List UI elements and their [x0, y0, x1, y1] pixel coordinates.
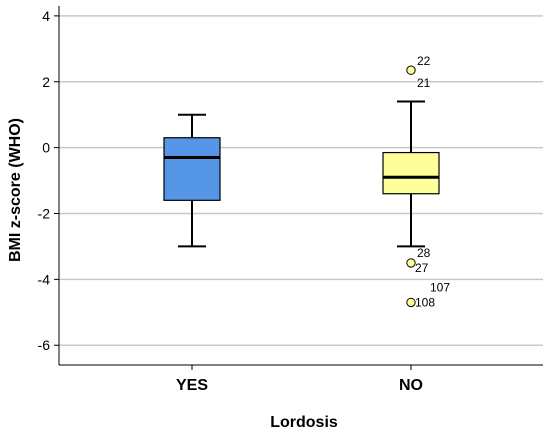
- outlier-label-107: 107: [430, 280, 450, 294]
- iqr-box-yes: [163, 137, 221, 201]
- y-tick-label-3: -2: [38, 205, 51, 221]
- outlier-point-108: [406, 297, 416, 308]
- y-tick-label-5: -6: [38, 337, 51, 353]
- box-yes: [163, 113, 221, 248]
- x-axis-title: Lordosis: [270, 414, 338, 431]
- outlier-label-22: 22: [417, 54, 431, 68]
- y-tick-label-1: 2: [42, 74, 50, 90]
- outlier-label-27: 27: [415, 261, 429, 275]
- box-no: [382, 65, 440, 308]
- outlier-point-22: [406, 65, 416, 75]
- outlier-label-21: 21: [417, 76, 431, 90]
- y-tick-label-4: -4: [38, 271, 51, 287]
- axis-layer: 4 2 0 -2 -4 -6 YES NO: [38, 6, 543, 394]
- x-tick-label-yes: YES: [176, 377, 208, 394]
- outlier-point-27: [406, 258, 416, 268]
- outlier-label-28: 28: [417, 246, 431, 260]
- outlier-label-108: 108: [415, 295, 435, 309]
- y-tick-label-0: 4: [42, 8, 50, 24]
- y-tick-label-2: 0: [42, 140, 50, 156]
- grid-layer: [59, 15, 543, 346]
- box-layer: [163, 65, 440, 308]
- iqr-box-no: [382, 151, 440, 195]
- x-tick-label-no: NO: [399, 377, 423, 394]
- y-axis-title: BMI z-score (WHO): [7, 118, 24, 262]
